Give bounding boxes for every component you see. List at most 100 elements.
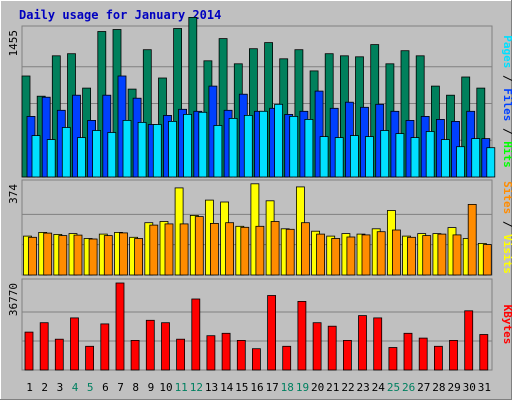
hits-bar-hits xyxy=(142,49,152,178)
visits-bar-sites xyxy=(331,238,341,276)
x-tick-label: 18 xyxy=(281,381,294,394)
hits-legend-files: Files xyxy=(501,88,512,121)
kbytes-bar-kbytes xyxy=(464,310,474,371)
kbytes-bar-kbytes xyxy=(236,339,246,371)
hits-bar-pages xyxy=(486,147,496,178)
kbytes-ymax-label: 36770 xyxy=(7,283,20,316)
hits-bar-pages xyxy=(380,130,390,178)
visits-bar-sites xyxy=(240,226,250,276)
visits-bar-sites xyxy=(134,238,144,276)
visits-bar-sites xyxy=(391,229,401,276)
x-tick-label: 10 xyxy=(159,381,172,394)
kbytes-legend-kbytes: KBytes xyxy=(501,305,512,345)
visits-bar-sites xyxy=(467,203,477,276)
hits-bar-pages xyxy=(152,124,162,178)
visits-bar-sites xyxy=(285,228,295,276)
kbytes-bar-kbytes xyxy=(39,322,49,371)
kbytes-bar-kbytes xyxy=(100,323,110,371)
visits-bar-sites xyxy=(164,223,174,276)
x-tick-label: 29 xyxy=(447,381,460,394)
visits-bar-sites xyxy=(88,238,98,276)
x-tick-label: 21 xyxy=(326,381,339,394)
visits-legend-sites: Sites xyxy=(501,181,512,214)
hits-legend-hits: Hits xyxy=(501,141,512,168)
x-tick-label: 16 xyxy=(250,381,263,394)
kbytes-bar-kbytes xyxy=(161,322,170,371)
visits-bar-sites xyxy=(194,216,204,276)
hits-legend-separator: / xyxy=(501,68,512,88)
kbytes-bar-kbytes xyxy=(449,339,458,371)
chart-title: Daily usage for January 2014 xyxy=(19,8,221,22)
kbytes-bar-kbytes xyxy=(85,345,94,371)
visits-bar-sites xyxy=(149,224,159,276)
x-tick-label: 14 xyxy=(220,381,234,394)
visits-bar-sites xyxy=(422,235,432,276)
x-tick-label: 31 xyxy=(478,381,491,394)
visits-bar-sites xyxy=(43,232,53,276)
visits-bar-sites xyxy=(300,222,310,276)
visits-panel: 374 Sites / Visits xyxy=(7,179,512,276)
kbytes-bar-kbytes xyxy=(176,338,186,371)
hits-bar-hits xyxy=(476,87,486,178)
kbytes-bar-kbytes xyxy=(342,339,352,371)
hits-bar-hits xyxy=(188,16,198,178)
x-axis-labels: 1 2 3 4 5 6 7 8 9 10 11 12 13 14 15 16 17 18 19 20 21 22 23 24 2… xyxy=(26,381,491,394)
visits-bar-sites xyxy=(119,232,128,276)
visits-bar-sites xyxy=(316,233,326,276)
hits-bar-pages xyxy=(274,103,284,178)
kbytes-bar-kbytes xyxy=(418,337,428,371)
hits-series-legend: Pages / Files / Hits xyxy=(501,35,512,168)
visits-bar-sites xyxy=(209,222,219,276)
hits-bar-hits xyxy=(218,38,228,178)
visits-bar-sites xyxy=(482,244,492,276)
hits-bar-pages xyxy=(243,115,253,178)
hits-bar-files xyxy=(72,94,81,178)
hits-bar-files xyxy=(41,96,51,178)
x-tick-label: 20 xyxy=(311,381,324,394)
hits-panel: 1455 Pages / Files / Hits xyxy=(7,16,512,178)
hits-legend-separator: / xyxy=(501,121,512,141)
kbytes-bar-kbytes xyxy=(358,315,367,371)
kbytes-bar-kbytes xyxy=(24,331,34,371)
hits-bar-pages xyxy=(168,121,177,178)
x-tick-label: 25 xyxy=(387,381,400,394)
visits-ymax-label: 374 xyxy=(7,184,20,204)
visits-series-legend: Sites / Visits xyxy=(501,181,512,274)
visits-bar-sites xyxy=(28,236,37,276)
kbytes-bar-kbytes xyxy=(115,282,125,371)
kbytes-bar-kbytes xyxy=(373,317,383,371)
visits-bar-sites xyxy=(437,233,447,276)
kbytes-series-legend: KBytes xyxy=(501,305,512,345)
hits-bar-pages xyxy=(471,138,481,178)
visits-bar-sites xyxy=(255,225,265,276)
hits-bar-pages xyxy=(92,130,101,178)
hits-bar-hits xyxy=(400,50,410,178)
hits-legend-pages: Pages xyxy=(501,35,512,68)
x-tick-label: 15 xyxy=(235,381,248,394)
hits-bar-pages xyxy=(410,137,420,178)
kbytes-bar-kbytes xyxy=(251,348,261,371)
kbytes-bar-kbytes xyxy=(297,300,307,371)
x-tick-label: 1 xyxy=(26,381,33,394)
visits-bar-sites xyxy=(270,221,280,276)
kbytes-bar-kbytes xyxy=(70,317,79,371)
kbytes-bar-kbytes xyxy=(403,332,413,371)
visits-bar-sites xyxy=(225,222,235,276)
visits-bar-sites xyxy=(103,235,113,276)
kbytes-bar-kbytes xyxy=(282,345,292,371)
hits-bar-pages xyxy=(456,146,465,178)
x-tick-label: 7 xyxy=(117,381,124,394)
visits-bar-sites xyxy=(58,235,68,276)
hits-bar-pages xyxy=(349,135,359,178)
kbytes-bar-kbytes xyxy=(433,345,443,371)
visits-bar-sites xyxy=(346,236,356,276)
hits-bar-hits xyxy=(173,28,183,178)
hits-bar-pages xyxy=(319,136,329,178)
x-tick-label: 8 xyxy=(132,381,139,394)
x-tick-label: 12 xyxy=(190,381,203,394)
hits-bar-pages xyxy=(213,125,223,178)
kbytes-bar-kbytes xyxy=(479,334,489,371)
kbytes-bar-kbytes xyxy=(327,325,337,371)
hits-bar-files xyxy=(314,90,324,178)
